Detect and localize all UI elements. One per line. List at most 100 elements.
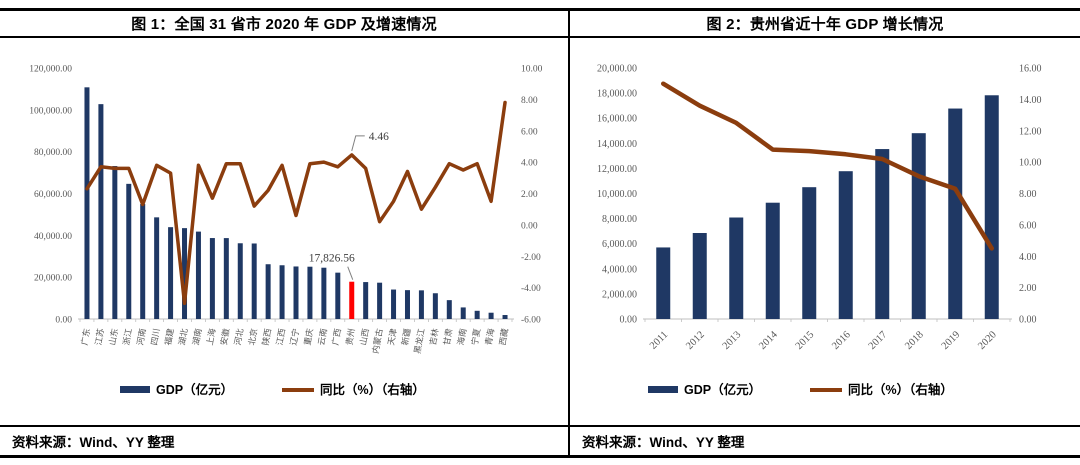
gdp-bar	[251, 243, 257, 319]
gdp-bar	[802, 187, 817, 319]
x-axis-category-label: 江苏	[93, 327, 106, 346]
gdp-bar	[391, 289, 397, 319]
x-axis-category-label: 青海	[483, 327, 496, 346]
panel-2-title: 图 2：贵州省近十年 GDP 增长情况	[568, 11, 1080, 38]
left-axis-tick-label: 0.00	[55, 316, 72, 326]
right-axis-tick-label: -4.00	[521, 284, 541, 294]
gdp-bar	[154, 217, 160, 319]
panel-1-chart: 120,000.00 100,000.00 80,000.00 60,000.00 40…	[0, 38, 568, 425]
left-axis-tick-label: 10,000.00	[597, 189, 637, 200]
chart-2-title-text: 图 2：贵州省近十年 GDP 增长情况	[706, 16, 944, 33]
panel-1-title: 图 1：全国 31 省市 2020 年 GDP 及增速情况	[0, 11, 568, 38]
gdp-bar	[765, 202, 780, 319]
left-axis-tick-label: 16,000.00	[597, 114, 637, 125]
gdp-bar	[126, 183, 132, 319]
left-axis-tick-label: 20,000.00	[597, 64, 637, 75]
legend-line-label: 同比（%）（右轴）	[320, 382, 425, 397]
gdp-by-province-chart: 120,000.00 100,000.00 80,000.00 60,000.00 40…	[29, 65, 543, 398]
right-axis-tick-label: 8.00	[1019, 189, 1037, 200]
x-axis-category-label: 2015	[794, 329, 817, 352]
panel-2-source: 资料来源：Wind、YY 整理	[568, 425, 1080, 458]
right-axis-tick-label: 12.00	[1019, 126, 1042, 137]
gdp-bar	[182, 228, 188, 319]
gdp-bar	[265, 264, 271, 319]
line-value-annotation: 4.46	[369, 131, 389, 143]
gdp-bar	[279, 265, 285, 319]
right-axis-tick-label: 16.00	[1019, 64, 1042, 75]
x-axis-category-label: 贵州	[344, 328, 357, 346]
guizhou-gdp-trend-chart: 20,000.00 18,000.00 16,000.00 14,000.00 12,0…	[597, 64, 1042, 398]
gdp-bar	[293, 266, 299, 319]
right-axis-tick-label: 2.00	[521, 190, 538, 200]
left-axis-tick-label: 4,000.00	[602, 264, 637, 275]
x-axis-category-label: 山东	[107, 328, 120, 346]
x-axis-category-label: 湖南	[191, 328, 204, 346]
x-axis-category-label: 2013	[721, 329, 744, 352]
x-axis-category-label: 2016	[830, 329, 853, 352]
right-axis-tick-label: 10.00	[1019, 158, 1042, 169]
x-axis-category-label: 重庆	[302, 327, 315, 346]
growth-line	[85, 100, 507, 306]
x-axis-category-label: 陕西	[260, 328, 273, 346]
x-axis-category-label: 四川	[149, 328, 162, 346]
x-axis-category-label: 2014	[757, 329, 780, 352]
left-axis-tick-label: 0.00	[620, 315, 638, 326]
right-axis-tick-label: 14.00	[1019, 95, 1042, 106]
x-axis-category-label: 广西	[330, 328, 343, 346]
left-axis-tick-label: 100,000.00	[29, 106, 72, 116]
left-axis-tick-label: 40,000.00	[34, 232, 72, 242]
left-axis-tick-label: 80,000.00	[34, 148, 72, 158]
bar-value-annotation: 17,826.56	[309, 253, 355, 265]
right-axis-tick-label: 0.00	[1019, 315, 1037, 326]
gdp-bar	[460, 307, 466, 319]
right-axis-tick-label: -2.00	[521, 253, 541, 263]
source-text: 资料来源：Wind、YY 整理	[12, 435, 175, 450]
left-axis-tick-label: 8,000.00	[602, 214, 637, 225]
annotation-leader	[347, 266, 354, 280]
x-axis-category-label: 2017	[867, 329, 890, 352]
source-text: 资料来源：Wind、YY 整理	[582, 435, 745, 450]
legend-line-label: 同比（%）（右轴）	[848, 382, 953, 397]
left-axis-tick-label: 20,000.00	[34, 274, 72, 284]
gdp-bar	[363, 282, 369, 319]
gdp-bar	[321, 267, 327, 319]
gdp-bar	[729, 217, 744, 319]
gdp-bar-highlighted	[349, 281, 355, 319]
x-axis-category-label: 2020	[976, 329, 999, 352]
x-axis-category-label: 河南	[135, 328, 148, 346]
x-axis-category-label: 浙江	[121, 327, 134, 346]
x-axis-category-label: 安徽	[218, 327, 231, 346]
annotation-leader	[351, 135, 365, 152]
x-axis-category-label: 2012	[684, 329, 707, 352]
right-axis-tick-label: 4.00	[521, 159, 538, 169]
gdp-bar	[168, 227, 174, 319]
gdp-bar	[911, 133, 926, 319]
gdp-bar	[237, 243, 243, 319]
right-axis-tick-label: 10.00	[521, 65, 543, 75]
gdp-bar	[98, 104, 104, 320]
left-axis-tick-label: 2,000.00	[602, 289, 637, 300]
right-axis-tick-label: 6.00	[1019, 220, 1037, 231]
legend-bar-swatch	[120, 386, 150, 393]
gdp-bar	[692, 233, 707, 319]
gdp-bar	[656, 247, 671, 319]
gdp-bar	[446, 300, 452, 319]
x-axis-category-label: 西藏	[497, 327, 510, 346]
x-axis-category-label: 海南	[455, 328, 468, 346]
gdp-bar	[432, 293, 438, 319]
x-axis-category-label: 2011	[648, 329, 670, 351]
gdp-bar	[984, 95, 999, 319]
gdp-bar	[502, 315, 508, 319]
gdp-bar	[335, 272, 341, 319]
gdp-bar	[140, 203, 146, 319]
left-axis-tick-label: 18,000.00	[597, 89, 637, 100]
x-axis-category-label: 北京	[246, 328, 259, 346]
x-axis-category-label: 宁夏	[469, 327, 482, 346]
gdp-bar	[112, 166, 118, 319]
right-axis-tick-label: 2.00	[1019, 283, 1037, 294]
left-axis-tick-label: 12,000.00	[597, 164, 637, 175]
gdp-bar	[488, 312, 494, 319]
x-axis-category-label: 吉林	[428, 327, 441, 346]
x-axis-category-label: 2018	[903, 329, 926, 352]
two-panel-grid: 图 1：全国 31 省市 2020 年 GDP 及增速情况 图 2：贵州省近十年…	[0, 11, 1080, 458]
